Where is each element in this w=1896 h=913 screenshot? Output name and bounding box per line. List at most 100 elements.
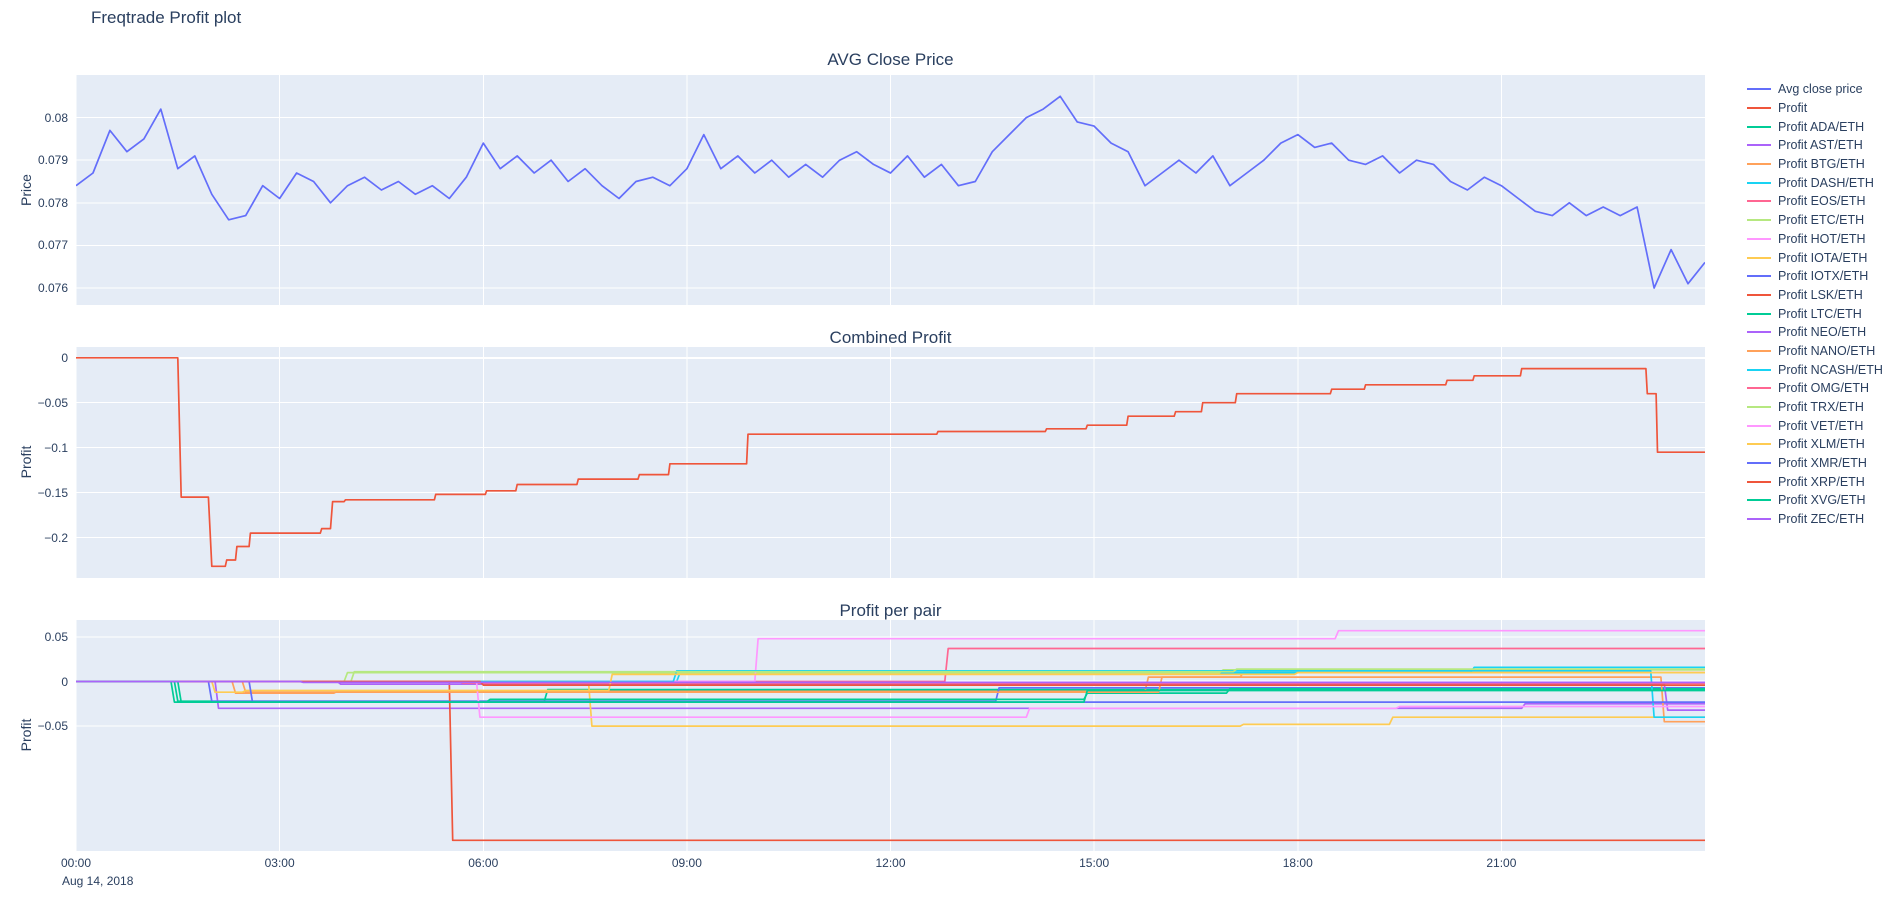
legend-line-swatch [1747,368,1771,371]
legend-item-profit-ncash-eth[interactable]: Profit NCASH/ETH [1747,360,1883,379]
legend-item-profit-trx-eth[interactable]: Profit TRX/ETH [1747,398,1883,417]
y-tick-label: −0.2 [44,530,68,545]
legend-line-swatch [1747,163,1771,166]
legend-item-profit-lsk-eth[interactable]: Profit LSK/ETH [1747,286,1883,305]
chart-canvas [76,620,1705,851]
legend-item-label: Profit NCASH/ETH [1778,362,1883,377]
legend-line-swatch [1747,181,1771,184]
plot-area-combined-profit[interactable] [76,347,1705,578]
legend-item-label: Profit BTG/ETH [1778,157,1865,172]
legend-line-swatch [1747,443,1771,446]
legend-item-profit-ada-eth[interactable]: Profit ADA/ETH [1747,117,1883,136]
legend-line-swatch [1747,387,1771,390]
legend-item-label: Profit NANO/ETH [1778,343,1876,358]
chart-canvas [76,347,1705,578]
legend-item-label: Profit ETC/ETH [1778,213,1865,228]
legend-item-label: Profit IOTA/ETH [1778,250,1868,265]
legend-item-label: Profit LSK/ETH [1778,287,1863,302]
subplot-title-combined-profit: Combined Profit [829,328,952,347]
legend-item-label: Profit XRP/ETH [1778,474,1865,489]
legend-item-profit-vet-eth[interactable]: Profit VET/ETH [1747,416,1883,435]
legend-item-label: Profit NEO/ETH [1778,325,1867,340]
y-tick-label: 0.08 [44,110,68,125]
x-tick-label: 06:00 [468,856,499,870]
legend-line-swatch [1747,499,1771,502]
plot-area-avg-close-price[interactable] [76,75,1705,305]
legend-item-profit-iota-eth[interactable]: Profit IOTA/ETH [1747,248,1883,267]
y-tick-label: 0 [61,350,68,365]
legend-line-swatch [1747,219,1771,222]
y-tick-label: 0.079 [37,153,68,168]
series-line-profit-ncash-eth [76,669,1705,719]
legend-line-swatch [1747,462,1771,465]
x-axis-date-label: Aug 14, 2018 [62,874,134,888]
legend-item-profit[interactable]: Profit [1747,99,1883,118]
legend-item-profit-iotx-eth[interactable]: Profit IOTX/ETH [1747,267,1883,286]
legend-item-label: Profit VET/ETH [1778,418,1864,433]
legend-line-swatch [1747,424,1771,427]
legend-item-label: Avg close price [1778,82,1863,97]
legend-item-profit-dash-eth[interactable]: Profit DASH/ETH [1747,173,1883,192]
legend-line-swatch [1747,144,1771,147]
legend-item-profit-hot-eth[interactable]: Profit HOT/ETH [1747,230,1883,249]
legend-item-profit-ast-eth[interactable]: Profit AST/ETH [1747,136,1883,155]
legend-item-profit-zec-eth[interactable]: Profit ZEC/ETH [1747,510,1883,529]
chart-canvas [76,75,1705,305]
legend-item-profit-eos-eth[interactable]: Profit EOS/ETH [1747,192,1883,211]
legend-line-swatch [1747,275,1771,278]
y-tick-label: −0.1 [44,440,68,455]
x-tick-label: 21:00 [1486,856,1517,870]
x-tick-label: 12:00 [875,856,906,870]
legend-item-label: Profit XMR/ETH [1778,456,1867,471]
legend-item-label: Profit OMG/ETH [1778,381,1869,396]
legend-item-profit-xlm-eth[interactable]: Profit XLM/ETH [1747,435,1883,454]
legend-item-label: Profit ADA/ETH [1778,119,1865,134]
legend-item-label: Profit XLM/ETH [1778,437,1865,452]
legend-item-label: Profit XVG/ETH [1778,493,1866,508]
legend: Avg close price Profit Profit ADA/ETH Profi… [1747,80,1883,529]
x-tick-label: 15:00 [1079,856,1110,870]
legend-line-swatch [1747,518,1771,521]
legend-item-avg-close-price[interactable]: Avg close price [1747,80,1883,99]
x-tick-label: 00:00 [60,856,92,870]
legend-line-swatch [1747,312,1771,315]
legend-item-label: Profit IOTX/ETH [1778,269,1869,284]
subplot-title-avg-close-price: AVG Close Price [827,50,954,69]
legend-line-swatch [1747,88,1771,91]
legend-item-label: Profit TRX/ETH [1778,400,1864,415]
y-tick-label: −0.05 [37,719,68,734]
legend-line-swatch [1747,480,1771,483]
y-tick-label: 0.078 [37,195,68,210]
legend-item-profit-nano-eth[interactable]: Profit NANO/ETH [1747,342,1883,361]
legend-line-swatch [1747,256,1771,259]
legend-line-swatch [1747,107,1771,110]
x-tick-label: 09:00 [671,856,702,870]
legend-item-profit-xmr-eth[interactable]: Profit XMR/ETH [1747,454,1883,473]
y-tick-label: 0.05 [44,629,68,644]
y-tick-label: −0.05 [37,395,68,410]
legend-item-profit-btg-eth[interactable]: Profit BTG/ETH [1747,155,1883,174]
y-tick-label: 0.077 [37,238,68,253]
legend-item-profit-etc-eth[interactable]: Profit ETC/ETH [1747,211,1883,230]
page-title: Freqtrade Profit plot [91,8,242,27]
legend-line-swatch [1747,331,1771,334]
legend-item-profit-xrp-eth[interactable]: Profit XRP/ETH [1747,472,1883,491]
legend-item-label: Profit EOS/ETH [1778,194,1866,209]
legend-line-swatch [1747,237,1771,240]
legend-item-profit-ltc-eth[interactable]: Profit LTC/ETH [1747,304,1883,323]
legend-item-label: Profit LTC/ETH [1778,306,1862,321]
subplot-title-profit-per-pair: Profit per pair [839,601,942,620]
legend-item-label: Profit [1778,101,1808,116]
y-tick-label: −0.15 [37,485,68,500]
legend-item-profit-omg-eth[interactable]: Profit OMG/ETH [1747,379,1883,398]
legend-item-label: Profit AST/ETH [1778,138,1863,153]
legend-item-profit-xvg-eth[interactable]: Profit XVG/ETH [1747,491,1883,510]
plot-area-profit-per-pair[interactable] [76,620,1705,851]
legend-item-label: Profit HOT/ETH [1778,231,1866,246]
series-line-profit-zec-eth [76,680,1705,684]
legend-item-profit-neo-eth[interactable]: Profit NEO/ETH [1747,323,1883,342]
y-tick-label: 0.076 [37,280,68,295]
legend-line-swatch [1747,125,1771,128]
legend-item-label: Profit DASH/ETH [1778,175,1874,190]
legend-line-swatch [1747,349,1771,352]
